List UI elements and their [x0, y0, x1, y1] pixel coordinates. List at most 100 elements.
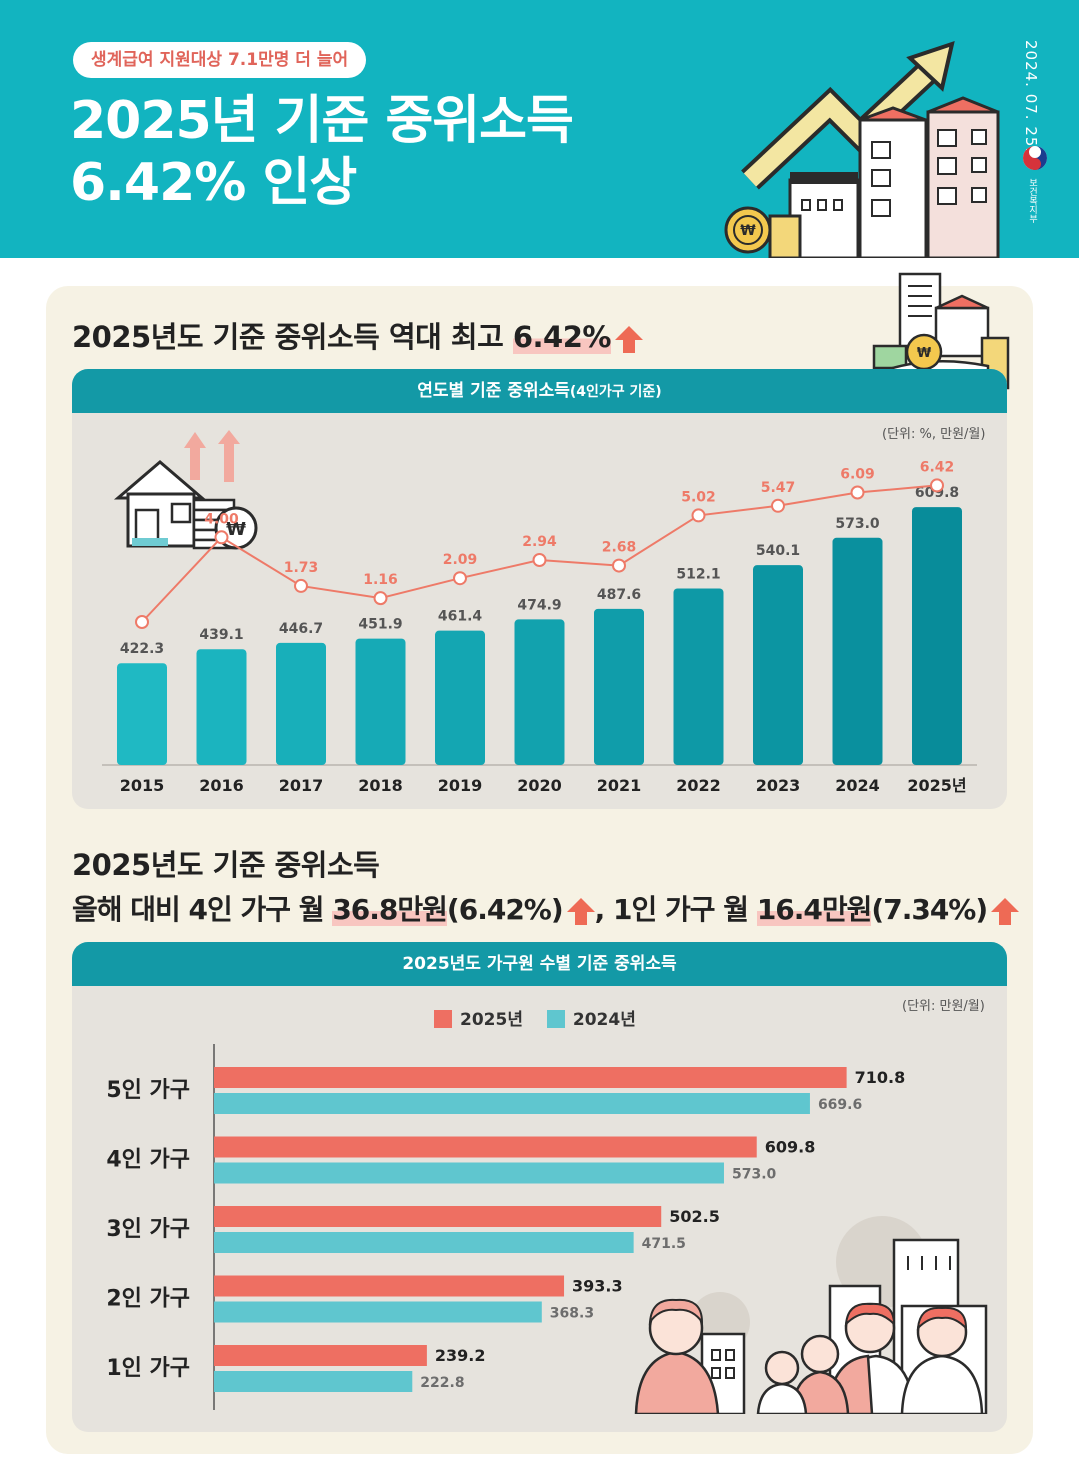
bar-2017 — [276, 642, 326, 765]
ministry-logo-icon — [1023, 146, 1047, 170]
rate-point — [453, 571, 467, 586]
household-chart-legend: 2025년 2024년 — [434, 1005, 654, 1030]
section2-title-line1: 2025년도 기준 중위소득 — [72, 848, 380, 882]
rate-point — [612, 558, 626, 573]
svg-text:₩: ₩ — [917, 346, 932, 361]
bar-2015 — [117, 663, 167, 765]
x-tick-label: 2023 — [756, 776, 801, 795]
bar-2024 — [214, 1232, 634, 1253]
x-tick-label: 2025년 — [907, 776, 966, 795]
bar-2025 — [214, 1275, 565, 1297]
rate-label: 2.68 — [602, 540, 637, 556]
section2-highlight-1person: 16.4만원 — [756, 893, 872, 926]
x-tick-label: 2015 — [120, 776, 165, 795]
bar-value-label: 461.4 — [438, 609, 483, 625]
title-line-1: 2025년 기준 중위소득 — [70, 91, 574, 151]
rate-point — [930, 478, 944, 493]
bar-value-label: 439.1 — [199, 627, 243, 643]
category-label: 2인 가구 — [106, 1287, 190, 1312]
increase-arrow-icon — [614, 326, 643, 353]
page-title: 2025년 기준 중위소득 6.42% 인상 — [70, 90, 574, 214]
legend-2024: 2024년 — [546, 1010, 636, 1030]
section2-text-c: (6.42%) — [446, 893, 564, 926]
rate-point — [850, 485, 865, 500]
rate-point — [214, 530, 229, 545]
rate-point — [771, 498, 785, 513]
legend-label-2025: 2025년 — [460, 1010, 523, 1030]
bar-2025 — [214, 1206, 662, 1227]
bar-2021 — [594, 608, 644, 765]
section2-title-line2: 올해 대비 4인 가구 월 36.8만원(6.42%) , 1인 가구 월 16.… — [72, 888, 1020, 928]
yearly-chart-header: 연도별 기준 중위소득(4인가구 기준) — [72, 369, 1007, 413]
category-label: 4인 가구 — [106, 1148, 190, 1173]
bar-2023 — [753, 565, 803, 765]
title-line-2: 6.42% 인상 — [70, 153, 357, 213]
bar-2016 — [196, 649, 247, 765]
rate-label: 2.09 — [443, 552, 478, 568]
rate-label: 5.02 — [681, 489, 716, 505]
rate-label: 1.73 — [284, 560, 319, 576]
svg-text:₩: ₩ — [226, 519, 246, 540]
bar-value-label: 609.8 — [915, 485, 959, 501]
x-tick-label: 2024 — [835, 776, 880, 795]
ministry-name: 보건복지부 — [1027, 178, 1037, 223]
x-tick-label: 2018 — [358, 776, 403, 795]
section2-text-f: (7.34%) — [871, 893, 988, 926]
rate-point — [294, 578, 308, 593]
value-label-2025: 502.5 — [669, 1207, 720, 1226]
value-label-2025: 239.2 — [435, 1346, 486, 1365]
rate-label: 4.00 — [204, 511, 239, 527]
subtitle-pill: 생계급여 지원대상 7.1만명 더 늘어 — [73, 42, 367, 78]
legend-swatch-2025 — [434, 1010, 452, 1028]
category-label: 5인 가구 — [106, 1078, 190, 1103]
yearly-chart-unit: (단위: %, 만원/월) — [882, 427, 986, 442]
bar-2024 — [214, 1093, 810, 1114]
value-label-2024: 669.6 — [818, 1097, 862, 1113]
rate-label: 6.42 — [920, 459, 955, 475]
increase-arrow-icon — [991, 898, 1020, 925]
section2-text-a: 올해 대비 4인 가구 월 — [72, 893, 333, 926]
value-label-2024: 471.5 — [642, 1236, 686, 1252]
household-income-chart: 5인 가구 710.8 669.6 4인 가구 609.8 573.0 3인 가구 502.5… — [106, 1044, 906, 1410]
bar-value-label: 446.7 — [279, 621, 323, 637]
bar-value-label: 540.1 — [756, 543, 800, 559]
publish-date: 2024. 07. 25. — [1022, 40, 1040, 154]
legend-swatch-2024 — [546, 1010, 565, 1028]
x-tick-label: 2019 — [438, 776, 483, 795]
household-chart-header: 2025년도 가구원 수별 기준 중위소득 — [72, 942, 1007, 986]
rate-point — [373, 591, 388, 606]
bar-2025 — [214, 1136, 757, 1158]
bar-2018 — [355, 638, 406, 765]
rate-label: 2.94 — [522, 534, 557, 550]
bar-2020 — [514, 619, 565, 765]
x-tick-label: 2017 — [279, 776, 324, 795]
bar-value-label: 451.9 — [358, 617, 402, 633]
rate-label: 5.47 — [761, 480, 796, 496]
family-illustration — [634, 1216, 988, 1414]
increase-arrow-icon — [566, 898, 595, 925]
bar-value-label: 487.6 — [597, 587, 641, 603]
section2-text-d: , 1인 가구 월 — [594, 893, 757, 926]
bar-2024 — [214, 1301, 542, 1323]
bar-value-label: 474.9 — [517, 597, 561, 613]
header-banner: 생계급여 지원대상 7.1만명 더 늘어 2025년 기준 중위소득 6.42%… — [0, 0, 1079, 258]
value-label-2024: 573.0 — [732, 1167, 777, 1183]
value-label-2025: 710.8 — [855, 1068, 906, 1087]
bar-2025 — [214, 1345, 427, 1366]
rising-buildings-illustration: ₩ — [724, 40, 1000, 258]
section1-title-prefix: 2025년도 기준 중위소득 역대 최고 — [72, 320, 513, 354]
category-label: 1인 가구 — [106, 1356, 190, 1381]
rate-point — [691, 508, 706, 523]
legend-2025: 2025년 — [434, 1010, 523, 1030]
rate-point — [135, 615, 149, 629]
bar-2022 — [673, 588, 724, 765]
value-label-2025: 393.3 — [572, 1277, 623, 1296]
x-tick-label: 2020 — [517, 776, 562, 795]
yearly-chart-title-sub: (4인가구 기준) — [569, 384, 662, 400]
bar-value-label: 422.3 — [120, 641, 164, 657]
x-tick-label: 2016 — [199, 776, 244, 795]
bar-2024 — [832, 537, 883, 765]
household-chart-unit: (단위: 만원/월) — [902, 999, 985, 1014]
legend-label-2024: 2024년 — [572, 1010, 636, 1030]
bar-value-label: 573.0 — [835, 516, 880, 532]
